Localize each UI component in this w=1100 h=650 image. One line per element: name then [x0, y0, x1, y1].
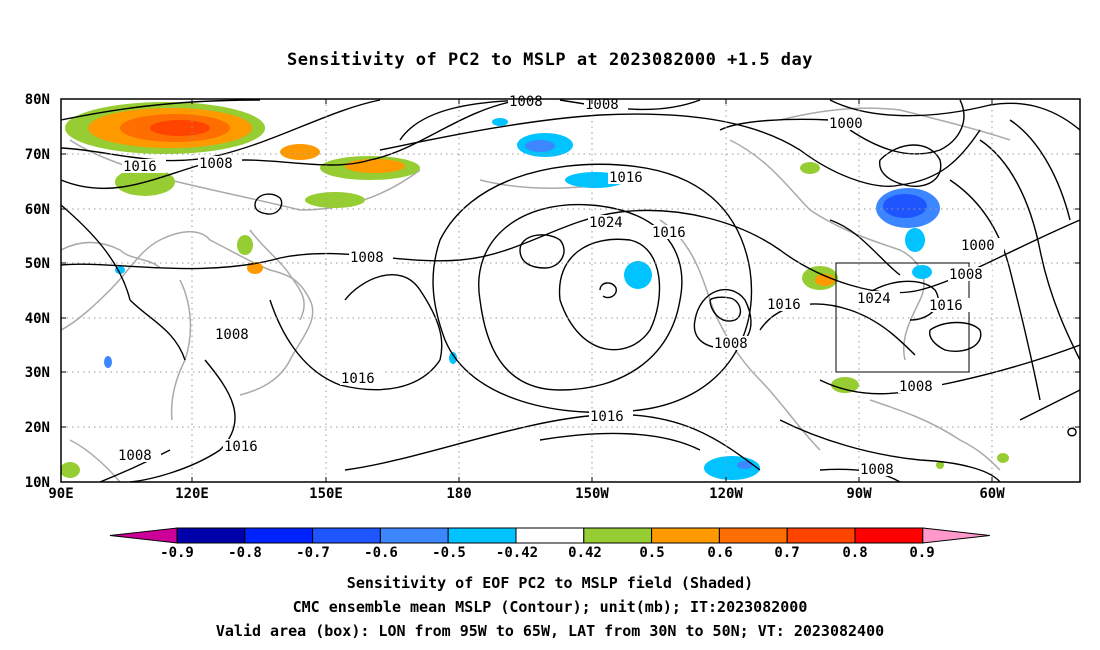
contour-label: 1016 [609, 170, 643, 186]
page-title: Sensitivity of PC2 to MSLP at 2023082000… [286, 50, 813, 70]
lon-label: 90E [48, 486, 73, 502]
mslp-contours [61, 99, 1080, 482]
lon-label: 150E [309, 486, 343, 502]
map-frame [60, 98, 1081, 483]
colorbar-label: 0.6 [707, 545, 732, 561]
colorbar [109, 527, 990, 544]
lon-label: 180 [446, 486, 471, 502]
contour-label: 1008 [509, 94, 543, 110]
colorbar-low-triangle [109, 527, 178, 544]
sensitivity-map: 1008 1008 1000 1016 1008 1016 1024 1016 … [25, 92, 1081, 561]
contour-label: 1000 [829, 116, 863, 132]
contour-label: 1008 [860, 462, 894, 478]
colorbar-swatch [854, 527, 924, 544]
caption-line-1: Sensitivity of EOF PC2 to MSLP field (Sh… [346, 574, 754, 592]
colorbar-swatch [379, 527, 449, 544]
lat-label: 50N [25, 256, 50, 272]
lat-label: 40N [25, 311, 50, 327]
colorbar-swatch [447, 527, 517, 544]
colorbar-swatch [651, 527, 720, 544]
caption-line-3: Valid area (box): LON from 95W to 65W, L… [215, 622, 885, 640]
colorbar-label: -0.8 [228, 545, 262, 561]
colorbar-high-triangle [922, 527, 990, 544]
contour-label: 1016 [652, 225, 686, 241]
contour-label: 1008 [118, 448, 152, 464]
lon-label: 120E [175, 486, 209, 502]
colorbar-labels: -0.9 -0.8 -0.7 -0.6 -0.5 -0.42 0.42 0.5 … [160, 545, 935, 561]
lon-label: 150W [575, 486, 609, 502]
colorbar-label: 0.8 [842, 545, 867, 561]
contour-label: 1016 [767, 297, 801, 313]
lon-label: 90W [846, 486, 872, 502]
latitude-labels: 80N 70N 60N 50N 40N 30N 20N 10N [25, 92, 50, 491]
colorbar-swatch [515, 527, 585, 544]
contour-label: 1008 [714, 336, 748, 352]
lat-label: 10N [25, 475, 50, 491]
contour-label: 1008 [899, 379, 933, 395]
longitude-labels: 90E 120E 150E 180 150W 120W 90W 60W [48, 486, 1005, 502]
colorbar-swatch [312, 527, 381, 544]
contour-label: 1016 [929, 298, 963, 314]
contour-label: 1024 [857, 291, 891, 307]
contour-label: 1016 [224, 439, 258, 455]
colorbar-label: -0.5 [432, 545, 466, 561]
colorbar-swatch [786, 527, 856, 544]
colorbar-swatch [583, 527, 653, 544]
colorbar-label: 0.9 [909, 545, 934, 561]
colorbar-label: 0.7 [774, 545, 799, 561]
contour-label: 1016 [123, 159, 157, 175]
colorbar-label: -0.7 [296, 545, 330, 561]
sensitivity-shading [61, 102, 1009, 480]
contour-label: 1008 [199, 156, 233, 172]
colorbar-label: 0.42 [568, 545, 602, 561]
colorbar-label: -0.6 [364, 545, 398, 561]
contour-label: 1008 [949, 267, 983, 283]
colorbar-label: -0.9 [160, 545, 194, 561]
colorbar-swatch [244, 527, 314, 544]
contour-label: 1016 [341, 371, 375, 387]
colorbar-swatch [718, 527, 788, 544]
colorbar-label: 0.5 [639, 545, 664, 561]
lat-label: 60N [25, 202, 50, 218]
contour-label: 1024 [589, 215, 623, 231]
lon-label: 60W [979, 486, 1005, 502]
lat-label: 70N [25, 147, 50, 163]
axis-ticks [61, 98, 1080, 482]
contour-label: 1008 [585, 97, 619, 113]
contour-label: 1008 [215, 327, 249, 343]
caption-line-2: CMC ensemble mean MSLP (Contour); unit(m… [292, 598, 808, 616]
colorbar-swatch [176, 527, 246, 544]
contour-label: 1016 [590, 409, 624, 425]
lat-label: 80N [25, 92, 50, 108]
lat-label: 20N [25, 420, 50, 436]
lon-label: 120W [709, 486, 743, 502]
valid-area-box [835, 262, 970, 373]
contour-labels: 1008 1008 1000 1016 1008 1016 1024 1016 … [117, 94, 1004, 478]
contour-label: 1000 [961, 238, 995, 254]
lat-label: 30N [25, 365, 50, 381]
contour-label: 1008 [350, 250, 384, 266]
colorbar-label: -0.42 [496, 545, 538, 561]
